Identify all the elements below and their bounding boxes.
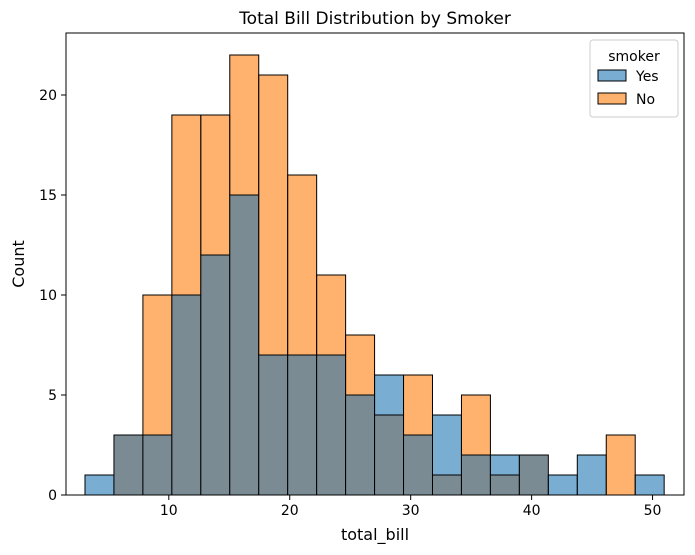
bar-overlap-13: [460, 454, 491, 496]
x-tick-label: 20: [281, 503, 299, 519]
y-tick-label: 10: [39, 288, 57, 304]
legend-swatch-no: [597, 92, 627, 105]
bar-no-3: [171, 114, 202, 296]
bar-yes-12: [431, 414, 462, 476]
bar-overlap-7: [287, 354, 318, 496]
bar-no-8: [316, 274, 347, 356]
bar-no-6: [258, 74, 289, 356]
legend-title: smoker: [608, 49, 660, 65]
legend-label-no: No: [636, 92, 655, 108]
bar-no-5: [229, 54, 260, 196]
bar-no-2: [142, 294, 173, 436]
bar-no-11: [403, 374, 433, 436]
y-tick-label: 15: [39, 188, 57, 204]
y-axis-ticks: 0 5 10 15 20: [39, 88, 66, 504]
legend-label-yes: Yes: [635, 69, 659, 85]
y-tick-label: 0: [48, 488, 57, 504]
bar-overlap-9: [345, 394, 376, 496]
plot-frame: [65, 32, 685, 496]
bar-overlap-2: [142, 434, 173, 496]
bar-overlap-5: [229, 194, 260, 496]
x-tick-label: 10: [160, 503, 178, 519]
chart-title: Total Bill Distribution by Smoker: [238, 9, 511, 29]
bar-yes-17: [576, 454, 607, 496]
bar-overlap-1: [113, 434, 144, 496]
bar-no-13: [460, 394, 491, 456]
bar-no-18: [605, 434, 636, 496]
bar-overlap-8: [316, 354, 347, 496]
y-tick-label: 20: [39, 88, 57, 104]
bar-overlap-12: [431, 474, 462, 496]
bar-no-9: [345, 334, 376, 396]
bar-yes-16: [547, 474, 578, 496]
bar-overlap-14: [489, 474, 520, 496]
bar-no-4: [200, 114, 231, 256]
bar-overlap-15: [518, 454, 549, 496]
legend: smoker Yes No: [589, 39, 679, 118]
x-axis-ticks: 10 20 30 40 50: [160, 495, 662, 519]
bar-overlap-10: [374, 414, 405, 496]
bar-yes-10: [374, 374, 405, 416]
bars-layer: [84, 54, 665, 496]
x-tick-label: 30: [402, 503, 420, 519]
bar-yes-0: [84, 474, 115, 496]
x-tick-label: 40: [523, 503, 541, 519]
x-tick-label: 50: [644, 503, 662, 519]
bar-overlap-6: [258, 354, 289, 496]
bar-overlap-11: [403, 434, 433, 496]
legend-swatch-yes: [597, 69, 627, 82]
bar-overlap-4: [200, 254, 231, 496]
x-axis-label: total_bill: [341, 525, 409, 545]
bar-yes-14: [489, 454, 520, 476]
bar-overlap-3: [171, 294, 202, 496]
bar-no-7: [287, 174, 318, 356]
y-tick-label: 5: [48, 388, 57, 404]
bar-yes-19: [634, 474, 665, 496]
y-axis-label: Count: [9, 240, 28, 288]
